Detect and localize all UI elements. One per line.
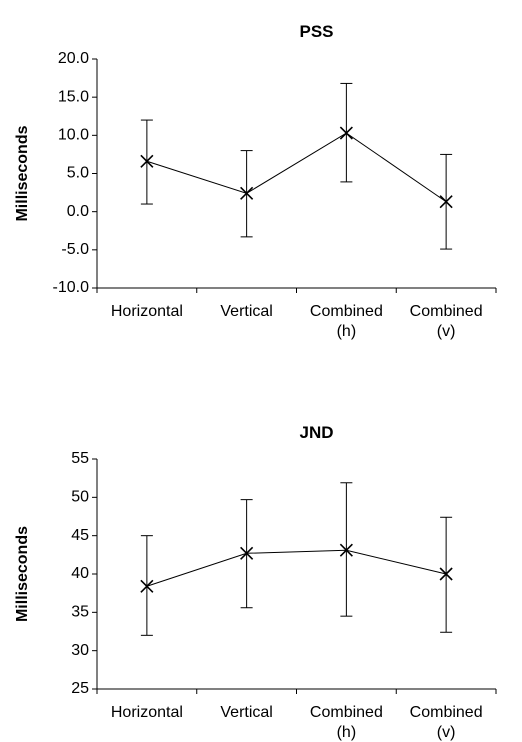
data-point bbox=[439, 195, 453, 209]
y-tick-label: 40 bbox=[71, 565, 89, 582]
y-tick-label: 30 bbox=[71, 642, 89, 659]
x-tick-label: Horizontal bbox=[111, 303, 183, 320]
x-tick-label: Combined (v) bbox=[410, 303, 483, 340]
y-axis-label: Milliseconds bbox=[14, 125, 31, 221]
chart-pss: PSS Milliseconds 20.0 15.0 10.0 5.0 0.0 -5.0 -10… bbox=[14, 22, 497, 340]
x-tick-label-line: Combined bbox=[410, 303, 483, 320]
y-tick-label: 35 bbox=[71, 604, 89, 621]
x-tick-label-line: Vertical bbox=[220, 303, 272, 320]
x-tick-label: Vertical bbox=[220, 704, 272, 721]
data-point-stroke bbox=[140, 154, 154, 168]
data-point-stroke bbox=[240, 546, 254, 560]
data-point bbox=[240, 546, 254, 560]
y-tick-label: 15.0 bbox=[58, 88, 89, 105]
chart-title: JND bbox=[299, 423, 333, 442]
x-tick-label: Combined (h) bbox=[310, 303, 383, 340]
data-point bbox=[339, 126, 353, 140]
data-point bbox=[140, 579, 154, 593]
series-line bbox=[146, 549, 447, 587]
y-axis-label: Milliseconds bbox=[14, 526, 31, 622]
x-tick-label-line: Vertical bbox=[220, 704, 272, 721]
x-tick-label-line: (v) bbox=[437, 323, 456, 340]
y-tick-label: 0.0 bbox=[67, 203, 89, 220]
data-point bbox=[439, 567, 453, 581]
x-tick-label-line: Combined bbox=[310, 704, 383, 721]
y-tick-label: 25 bbox=[71, 680, 89, 697]
data-point-stroke bbox=[439, 195, 453, 209]
chart-title: PSS bbox=[299, 22, 333, 41]
x-tick-label-line: Horizontal bbox=[111, 704, 183, 721]
x-tick-label-line: (v) bbox=[437, 724, 456, 741]
data-point-stroke bbox=[439, 567, 453, 581]
data-point bbox=[339, 543, 353, 557]
data-point-stroke bbox=[140, 579, 154, 593]
y-tick-label: 50 bbox=[71, 489, 89, 506]
series-line bbox=[146, 132, 447, 203]
y-tick-label: 20.0 bbox=[58, 50, 89, 67]
x-tick-label-line: Combined bbox=[310, 303, 383, 320]
data-point-stroke bbox=[339, 126, 353, 140]
y-tick-label: 45 bbox=[71, 527, 89, 544]
x-tick-label-line: (h) bbox=[337, 323, 357, 340]
x-tick-label: Horizontal bbox=[111, 704, 183, 721]
y-tick-label: 5.0 bbox=[67, 165, 89, 182]
x-tick-label-line: (h) bbox=[337, 724, 357, 741]
data-point bbox=[240, 186, 254, 200]
y-tick-label: -5.0 bbox=[61, 241, 89, 258]
data-point bbox=[140, 154, 154, 168]
y-tick-label: -10.0 bbox=[53, 279, 90, 296]
x-tick-label: Combined (h) bbox=[310, 704, 383, 741]
x-tick-label-line: Horizontal bbox=[111, 303, 183, 320]
x-tick-label: Vertical bbox=[220, 303, 272, 320]
x-tick-label: Combined (v) bbox=[410, 704, 483, 741]
y-tick-label: 10.0 bbox=[58, 127, 89, 144]
x-tick-label-line: Combined bbox=[410, 704, 483, 721]
y-tick-label: 55 bbox=[71, 450, 89, 467]
data-point-stroke bbox=[339, 543, 353, 557]
chart-jnd: JND Milliseconds 55 50 45 40 35 30 25 Horizontal V… bbox=[14, 423, 497, 741]
data-point-stroke bbox=[240, 186, 254, 200]
